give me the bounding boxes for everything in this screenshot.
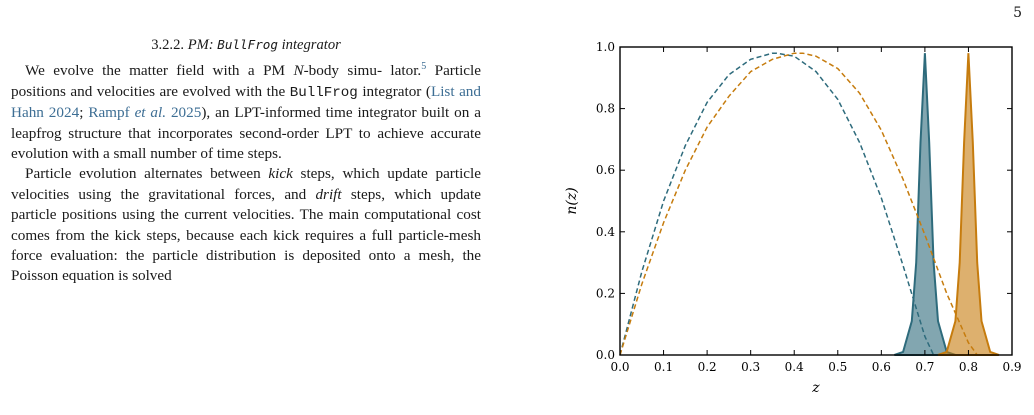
y-tick-label: 0.6	[596, 163, 615, 177]
plot-frame	[619, 46, 1013, 356]
series-teal-peak	[894, 53, 956, 356]
x-axis-label: z	[811, 380, 820, 396]
series-teal-dashed	[619, 52, 935, 356]
section-heading: 3.2.2. PM: BullFrog integrator	[11, 35, 481, 55]
x-tick-label: 0.8	[959, 360, 978, 374]
x-tick-label: 0.7	[915, 360, 934, 374]
y-tick-label: 0.2	[596, 286, 615, 300]
drift-term: drift	[315, 185, 342, 203]
section-title-suffix: integrator	[281, 37, 341, 53]
series-orange-peak	[937, 53, 1000, 356]
citation-list-hahn[interactable]: List and Hahn 2024	[11, 82, 481, 122]
nz-chart-svg: 0.0 0.1 0.2 0.3 0.4 0.5 0.6 0.7 0.8 0.9 0.0 0.2 0.4 0…	[564, 40, 1022, 396]
section-title-code: BullFrog	[217, 37, 278, 52]
y-tick-label: 0.8	[596, 102, 615, 116]
kick-term: kick	[268, 165, 293, 183]
bullfrog-code: BullFrog	[289, 84, 358, 101]
x-tick-label: 0.2	[698, 360, 717, 374]
x-tick-label: 0.6	[872, 360, 891, 374]
x-tick-label: 0.4	[785, 360, 804, 374]
x-tick-label: 0.9	[1002, 360, 1021, 374]
n-variable: N	[293, 62, 304, 80]
section-title-prefix: PM:	[187, 37, 214, 53]
footnote-link[interactable]: 5	[421, 61, 427, 73]
x-tick-label: 0.0	[610, 360, 629, 374]
page-number: 5	[1013, 5, 1022, 21]
section-number: 3.2.2.	[151, 37, 185, 53]
x-tick-label: 0.3	[741, 360, 760, 374]
x-tick-label: 0.5	[828, 360, 847, 374]
series-orange-dashed	[619, 52, 978, 356]
paragraph-1: We evolve the matter field with a PM N-b…	[11, 61, 482, 163]
body-text-column: 3.2.2. PM: BullFrog integrator We evolve…	[11, 28, 481, 287]
figure-caption-cut	[595, 406, 1015, 415]
y-tick-label: 0.0	[596, 348, 615, 362]
y-axis-label: n(z)	[564, 187, 580, 214]
nz-chart: 0.0 0.1 0.2 0.3 0.4 0.5 0.6 0.7 0.8 0.9 0.0 0.2 0.4 0…	[540, 30, 1034, 415]
y-tick-label: 1.0	[596, 40, 615, 54]
citation-rampf[interactable]: Rampf et al. 2025	[88, 104, 202, 122]
paragraph-2: Particle evolution alternates between ki…	[11, 165, 482, 285]
y-tick-label: 0.4	[596, 225, 615, 239]
x-tick-label: 0.1	[654, 360, 673, 374]
